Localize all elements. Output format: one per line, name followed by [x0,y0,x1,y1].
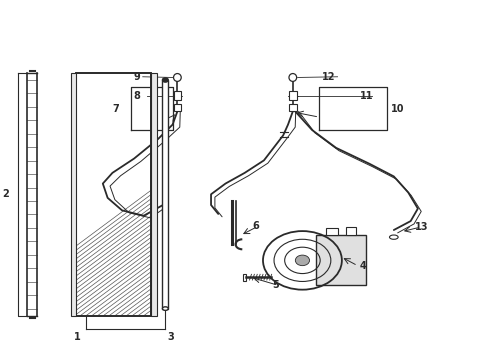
Text: 12: 12 [321,72,334,82]
Text: 7: 7 [112,104,119,113]
Bar [76,73,151,316]
Text: 5: 5 [272,280,279,291]
Bar [151,73,156,316]
Ellipse shape [389,235,397,239]
Text: 9: 9 [133,72,140,82]
Bar [288,91,296,100]
Bar [325,228,338,235]
Text: 4: 4 [359,261,365,271]
Bar [345,226,355,235]
Bar [242,274,245,281]
Bar [173,91,181,100]
Text: 1: 1 [74,332,81,342]
Ellipse shape [162,307,168,310]
Text: 11: 11 [359,91,372,101]
Ellipse shape [162,78,168,82]
Bar [316,235,365,285]
Text: 6: 6 [251,221,258,231]
Text: 3: 3 [167,332,174,342]
Ellipse shape [288,73,296,81]
Bar [76,73,151,316]
Text: 8: 8 [133,91,140,101]
Bar [173,104,181,111]
Bar [162,80,168,309]
Text: 13: 13 [414,222,427,232]
Text: 10: 10 [389,104,403,113]
Bar [288,104,296,111]
Text: 2: 2 [2,189,8,199]
Circle shape [295,255,309,266]
Ellipse shape [173,73,181,81]
Bar [70,73,76,316]
